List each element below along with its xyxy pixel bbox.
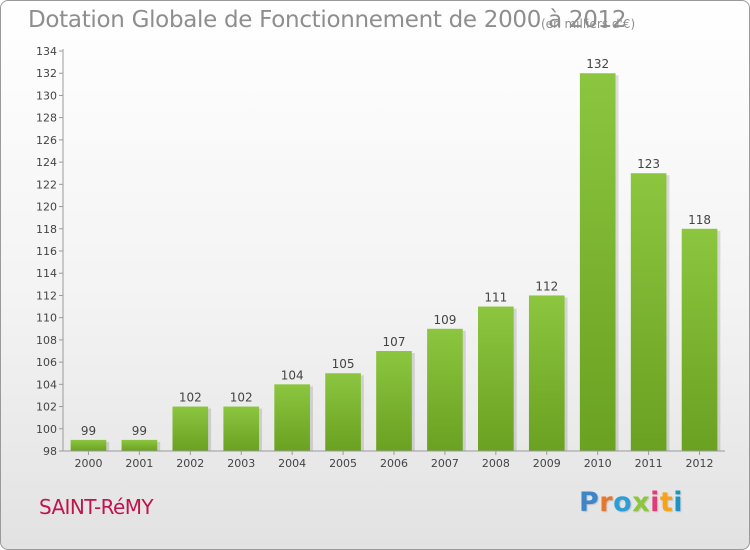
x-tick-label: 2001 <box>125 457 153 470</box>
y-tick-label: 120 <box>36 201 57 214</box>
y-tick-label: 132 <box>36 67 57 80</box>
bar-value-label: 99 <box>132 424 147 438</box>
x-tick-label: 2005 <box>329 457 357 470</box>
y-tick-label: 118 <box>36 223 57 236</box>
bar-value-label: 99 <box>81 424 96 438</box>
y-tick-label: 106 <box>36 356 57 369</box>
x-tick-label: 2010 <box>584 457 612 470</box>
logo-letter: i <box>650 487 660 518</box>
bar <box>70 439 107 451</box>
bar-value-label: 111 <box>484 291 507 305</box>
logo-letter: x <box>632 487 651 518</box>
bar-value-label: 123 <box>637 157 660 171</box>
x-tick-label: 2000 <box>74 457 102 470</box>
proxiti-logo[interactable]: Proxiti <box>579 487 683 518</box>
x-tick-label: 2004 <box>278 457 306 470</box>
y-tick-label: 114 <box>36 267 57 280</box>
x-tick-label: 2003 <box>227 457 255 470</box>
logo-letter: P <box>579 487 600 518</box>
y-tick-label: 134 <box>36 45 57 58</box>
logo-letter: o <box>613 487 633 518</box>
y-tick-label: 124 <box>36 156 57 169</box>
bar-value-label: 107 <box>383 335 406 349</box>
bar <box>579 73 616 451</box>
y-tick-label: 98 <box>43 445 57 458</box>
bar <box>325 373 361 451</box>
bar-value-label: 105 <box>332 357 355 371</box>
bar-value-label: 102 <box>179 391 202 405</box>
x-tick-label: 2002 <box>176 457 204 470</box>
y-tick-label: 112 <box>36 289 57 302</box>
bar-value-label: 109 <box>433 313 456 327</box>
x-axis: 2000 2001 2002 2003 2004 2005 2006 2007 2008 2009… <box>63 450 725 470</box>
y-tick-label: 100 <box>36 423 57 436</box>
bar-value-label: 132 <box>586 57 609 71</box>
bar <box>376 351 412 451</box>
y-tick-label: 122 <box>36 178 57 191</box>
bar <box>478 306 514 451</box>
logo-letter: i <box>673 487 684 518</box>
x-tick-label: 2008 <box>482 457 510 470</box>
y-tick-label: 126 <box>36 134 57 147</box>
chart-title: Dotation Globale de Fonctionnement de 20… <box>28 7 627 33</box>
bar-value-label: 102 <box>230 391 253 405</box>
y-tick-label: 116 <box>36 245 57 258</box>
bar <box>528 295 565 451</box>
x-tick-label: 2012 <box>686 457 714 470</box>
y-axis: 98 100 102 104 106 108 110 112 114 116 118 120 122 12… <box>36 45 64 458</box>
bar-value-label: 104 <box>281 368 304 382</box>
x-tick-label: 2007 <box>431 457 459 470</box>
y-tick-label: 110 <box>36 312 57 325</box>
commune-name: SAINT-RéMY <box>39 495 154 519</box>
bar-value-label: 118 <box>688 213 711 227</box>
bar-value-label: 112 <box>535 279 558 293</box>
x-tick-label: 2011 <box>635 457 663 470</box>
chart-subtitle: (en milliers d'€) <box>541 17 636 31</box>
logo-letter: t <box>659 487 674 518</box>
bars-group: 99 99 102 102 104 105 107 109 111 112 132 123 118 <box>70 57 721 451</box>
y-tick-label: 128 <box>36 112 57 125</box>
y-tick-label: 130 <box>36 89 57 102</box>
bar <box>630 173 667 451</box>
logo-letter: r <box>599 487 614 518</box>
bar <box>681 228 718 451</box>
bar <box>274 384 310 451</box>
bar <box>121 439 158 451</box>
bar <box>427 328 463 451</box>
bar <box>172 406 209 451</box>
x-tick-label: 2009 <box>533 457 561 470</box>
y-tick-label: 102 <box>36 401 57 414</box>
x-tick-label: 2006 <box>380 457 408 470</box>
bar <box>223 406 260 451</box>
y-tick-label: 104 <box>36 378 57 391</box>
y-tick-label: 108 <box>36 334 57 347</box>
